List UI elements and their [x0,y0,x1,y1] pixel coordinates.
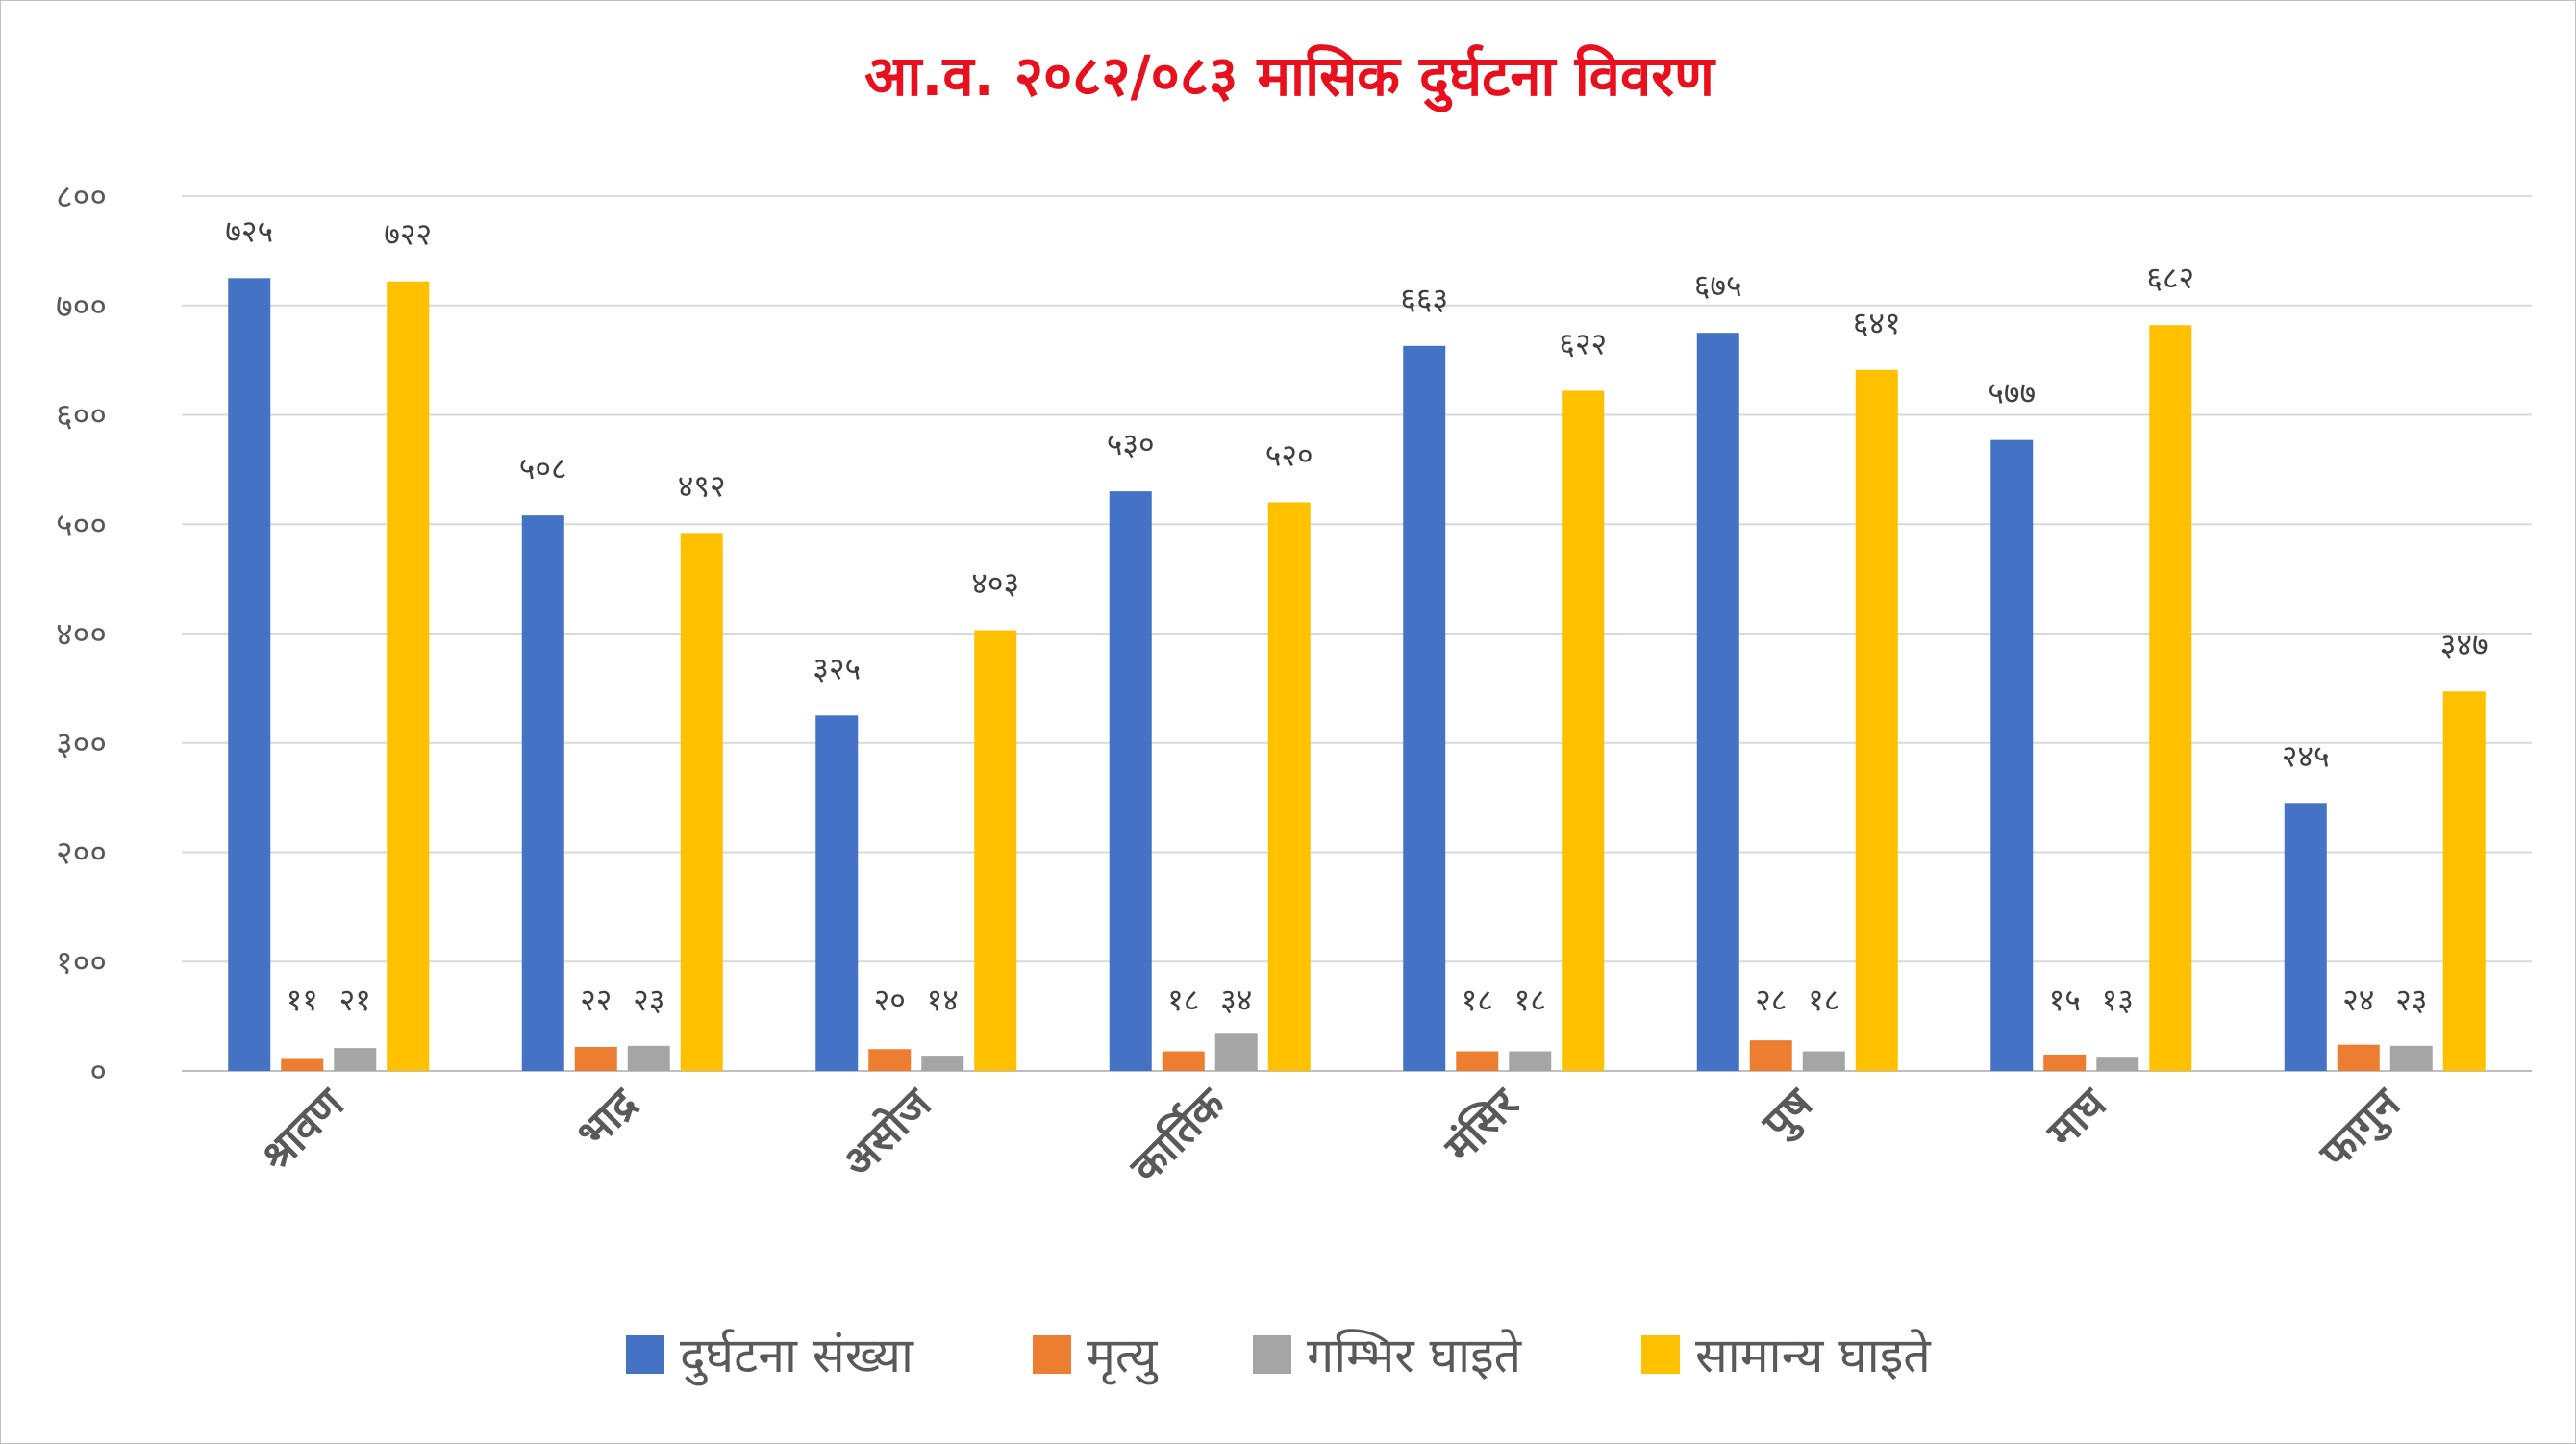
bar [1214,1033,1258,1071]
bar [974,630,1017,1071]
data-label: ३४ [1220,982,1252,1018]
x-category-label: असोज [833,1078,942,1187]
data-label: २० [874,982,906,1018]
bar [1802,1051,1845,1071]
data-label: १८ [1514,982,1546,1018]
x-category-label: भाद्र [568,1079,649,1159]
legend-label: गम्भिर घाइते [1307,1328,1523,1383]
bar [680,533,723,1071]
data-label: २८ [1755,982,1787,1018]
bar [2442,691,2486,1071]
bar [2337,1044,2380,1071]
data-label: ६४१ [1853,305,1901,341]
bar [1749,1040,1792,1071]
y-tick-label: ४०० [56,615,107,654]
y-tick-label: ५०० [56,506,107,544]
data-label: २४ [2342,982,2374,1018]
x-category-label: माघ [2038,1078,2117,1158]
x-category-label: पुष [1753,1079,1825,1151]
bar [2389,1045,2433,1071]
data-label: ७२५ [225,212,273,249]
data-label: ६७५ [1694,267,1742,304]
data-label: २४५ [2282,737,2330,774]
bar [868,1049,912,1071]
legend-swatch [1033,1335,1071,1374]
x-category-label: कार्तिक [1120,1077,1237,1193]
bar [334,1048,377,1071]
bar [2043,1054,2087,1071]
y-tick-label: ३०० [56,725,107,763]
y-tick-label: ० [89,1053,107,1091]
data-label: १८ [1808,982,1839,1018]
data-label: २३ [2395,982,2427,1018]
bar [1109,491,1152,1071]
legend-label: दुर्घटना संख्या [680,1328,914,1386]
data-label: ३४७ [2440,626,2488,662]
data-label: २२ [580,982,612,1018]
y-axis-tick-labels: ० १०० २०० ३०० ४०० ५०० ६०० ७०० ८०० [56,178,107,1091]
bar [1855,369,1898,1071]
data-labels: ७२५ ११ २१ ७२२ ५०८ २२ २३ ४९२ ३२५ २० १४ ४०३ ५३० १८ ३४ ५२०… [225,212,2488,1018]
data-label: ५३० [1107,426,1155,462]
bar [1509,1051,1552,1071]
x-category-label: फागुन [2310,1079,2412,1181]
legend-swatch [1253,1335,1291,1374]
data-label: ५०८ [519,450,567,486]
data-label: १८ [1167,982,1199,1018]
bar [1456,1051,1499,1071]
bar [281,1058,324,1071]
data-label: ६८२ [2146,260,2194,296]
bar [228,278,271,1071]
data-label: ६२२ [1559,325,1607,361]
y-tick-label: ६०० [56,397,107,436]
data-label: १८ [1462,982,1493,1018]
bar [2284,803,2327,1071]
data-label: १३ [2102,982,2134,1018]
data-label: ५२० [1265,437,1313,474]
bar [387,281,430,1072]
y-tick-label: २०० [56,834,107,873]
gridlines [182,195,2532,1072]
bar [1696,333,1739,1071]
x-category-label: मंसिर [1435,1078,1530,1173]
data-label: ५७७ [1988,375,2036,411]
data-label: ६६३ [1400,281,1448,317]
data-label: १४ [927,982,959,1018]
bar [1403,345,1446,1071]
data-label: ४०३ [971,565,1019,602]
data-label: ४९२ [678,467,726,504]
x-axis-category-labels: श्रावण भाद्र असोज कार्तिक मंसिर पुष माघ फागुन [252,1077,2413,1193]
legend-label: मृत्यु [1087,1328,1158,1385]
bar [1162,1051,1205,1071]
y-tick-label: ७०० [56,287,107,326]
data-label: ७२२ [384,216,432,253]
x-category-label: श्रावण [252,1078,355,1181]
y-tick-label: ८०० [56,178,107,216]
data-label: ३२५ [813,650,861,686]
data-label: १५ [2049,982,2081,1018]
legend: दुर्घटना संख्या मृत्यु गम्भिर घाइते सामान्य… [626,1328,1932,1386]
data-label: २१ [339,982,371,1018]
bar [521,515,564,1071]
bar [627,1045,670,1071]
legend-label: सामान्य घाइते [1695,1328,1932,1383]
bar [1267,502,1311,1071]
bar [1990,439,2034,1072]
data-label: २३ [633,982,664,1018]
y-tick-label: १०० [56,943,107,982]
bars [228,278,2486,1072]
legend-swatch [626,1335,664,1374]
legend-swatch [1641,1335,1680,1374]
data-label: ११ [287,982,318,1018]
chart-title: आ.व. २०८२/०८३ मासिक दुर्घटना विवरण [864,43,1716,112]
bar [574,1046,617,1071]
bar [2149,325,2192,1072]
bar [2096,1057,2139,1071]
bar [921,1056,964,1071]
bar [1562,390,1605,1072]
bar [815,715,859,1071]
